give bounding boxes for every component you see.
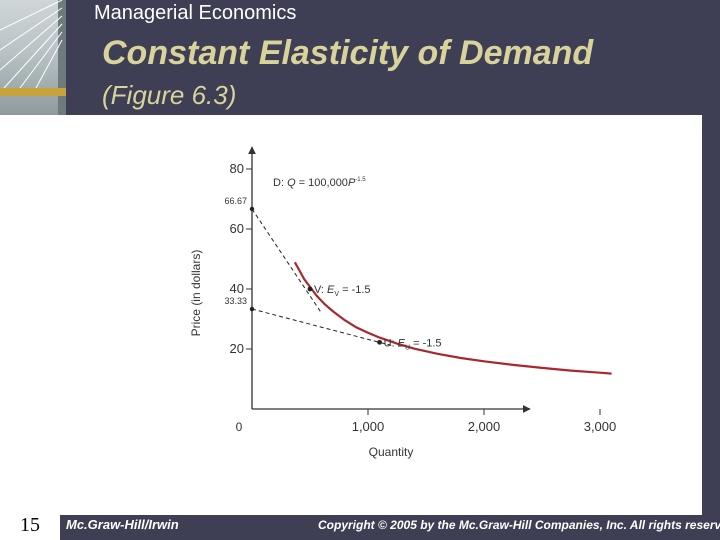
- x-axis-label: Quantity: [369, 445, 414, 459]
- slide-footer: [0, 515, 720, 540]
- slide-title: Constant Elasticity of Demand: [102, 34, 594, 72]
- y-tick-label-20: 20: [230, 341, 244, 356]
- slide-header: [78, 0, 720, 115]
- publisher-label: Mc.Graw-Hill/Irwin: [66, 517, 179, 532]
- slide-subtitle: (Figure 6.3): [102, 80, 237, 110]
- intercept-33-dot: [249, 306, 255, 312]
- x-tick-label-3000: 3,000: [584, 419, 617, 434]
- demand-q: Q: [287, 177, 296, 189]
- chart-panel: 20 40 60 80 1,000 2,000 3,000 66.67 33.33 V: E…: [60, 115, 702, 515]
- tangent-v: [251, 208, 321, 312]
- demand-prefix: D:: [273, 177, 287, 189]
- demand-equation: D: Q = 100,000P-1.5: [273, 177, 366, 189]
- demand-exponent: -1.5: [355, 177, 366, 183]
- demand-curve: [293, 261, 612, 375]
- course-title: Managerial Economics: [94, 2, 297, 24]
- intercept-66-dot: [249, 206, 255, 212]
- intercept-66-label: 66.67: [224, 196, 247, 206]
- tangent-u: [251, 308, 392, 346]
- y-tick-label-60: 60: [230, 221, 244, 236]
- copyright-notice: Copyright © 2005 by the Mc.Graw-Hill Com…: [318, 518, 720, 532]
- demand-p: P: [348, 177, 356, 189]
- origin-label: 0: [236, 420, 243, 434]
- y-tick-label-40: 40: [230, 281, 244, 296]
- demand-chart: 20 40 60 80 1,000 2,000 3,000 66.67 33.33 V: E…: [189, 146, 617, 459]
- point-v: [307, 286, 313, 292]
- x-tick-label-2000: 2,000: [468, 419, 501, 434]
- demand-eq: = 100,000: [296, 177, 348, 189]
- point-v-label: V: EV = -1.5: [314, 284, 371, 298]
- bridge-photo: [0, 0, 78, 115]
- y-axis-label: Price (in dollars): [189, 250, 203, 337]
- point-u-label: U: EU = -1.5: [384, 337, 442, 351]
- point-u: [377, 339, 382, 345]
- y-tick-label-80: 80: [230, 161, 244, 176]
- x-tick-label-1000: 1,000: [352, 419, 385, 434]
- page-number: 15: [0, 511, 60, 540]
- intercept-33-label: 33.33: [224, 296, 247, 306]
